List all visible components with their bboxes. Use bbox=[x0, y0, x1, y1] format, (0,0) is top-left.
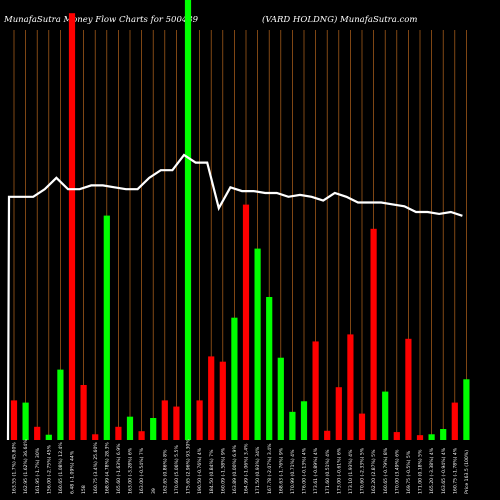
bar-label: 168.99 (4.78%) 28.3% bbox=[104, 442, 110, 494]
money-flow-bar bbox=[10, 400, 18, 440]
money-flow-bar bbox=[347, 334, 354, 440]
bar-label: 161.95 (-1.7%) 30% bbox=[35, 447, 41, 494]
money-flow-bar bbox=[126, 416, 134, 440]
bar-label: 170.60 (-2.33%) 5% bbox=[360, 447, 366, 494]
bar-label: 190.50 (-0.76%) 4% bbox=[197, 447, 203, 494]
bar-label: 173.61 (-0.89%) 4% bbox=[313, 447, 319, 494]
money-flow-bar bbox=[428, 434, 435, 440]
money-flow-bar bbox=[370, 228, 377, 440]
money-flow-bar bbox=[358, 413, 366, 440]
bar-label: 171.00 (0.18%) 5% bbox=[418, 449, 424, 494]
bar-label: 160.65 (-0.79%) 8% bbox=[383, 447, 389, 494]
bar-label: 165.60 (-1.63%) 6.9% bbox=[116, 443, 122, 494]
money-flow-bar bbox=[57, 369, 64, 440]
bar-label: 184.50 (0.84%) 7% bbox=[209, 449, 215, 494]
bar-label: 170.00 (3.49%) 6% bbox=[394, 449, 400, 494]
money-flow-bar bbox=[80, 385, 87, 440]
bars-group bbox=[10, 0, 470, 440]
bar-label: 39 bbox=[151, 488, 157, 494]
bar-label: 162.95 (1.62%) 36.64% bbox=[23, 439, 29, 494]
bar-label: 171.60 (0.51%) 4% bbox=[325, 449, 331, 494]
bar-label: 160.09 (-1.58%) 9% bbox=[220, 447, 226, 494]
money-flow-bar bbox=[416, 435, 424, 440]
bar-label: 158 bbox=[81, 485, 87, 494]
bar-label: 170.60 (5.06%) 5.5% bbox=[174, 445, 180, 494]
bar-label: 160.75 (-1.78%) 4% bbox=[452, 447, 458, 494]
bar-label: 162.20 (2.87%) 5% bbox=[371, 449, 377, 494]
bar-label: 163.00 (-3.28%) 6% bbox=[128, 447, 134, 494]
money-flow-bar bbox=[138, 431, 145, 440]
money-flow-bar bbox=[34, 426, 41, 440]
bar-label: 165.20 (-3.38%) 4% bbox=[429, 447, 435, 494]
bar-label: 171.50 (0.93%) 34% bbox=[255, 446, 261, 494]
money-flow-bar bbox=[324, 430, 331, 440]
money-flow-bar bbox=[45, 434, 52, 440]
bar-label: 173.10 (1.93%) 4% bbox=[348, 449, 354, 494]
bar-label: 162.65 (0.86%) 8% bbox=[162, 449, 168, 494]
money-flow-bar bbox=[196, 400, 203, 440]
money-flow-bar bbox=[382, 391, 389, 440]
bar-label: 6.48 (-1.09%) 44% bbox=[70, 450, 76, 494]
money-flow-bar bbox=[231, 317, 238, 440]
money-flow-bar bbox=[115, 426, 122, 440]
money-flow-bar bbox=[92, 434, 99, 440]
money-flow-bar bbox=[150, 418, 157, 440]
money-flow-bar bbox=[440, 429, 447, 440]
bar-label: 160.65 (1.08%) 12.4% bbox=[58, 442, 64, 494]
money-flow-bar bbox=[300, 401, 308, 440]
bar-label: 173.00 (-0.61%) 6% bbox=[336, 447, 342, 494]
bar-label: 168.63 (-1.76%) 9% bbox=[278, 447, 284, 494]
bar-label: 167.78 (-2.07%) 3.4% bbox=[267, 443, 273, 494]
money-flow-bar bbox=[173, 406, 180, 440]
bar-label: 175.65 (2.96%) 93.30% bbox=[186, 439, 192, 494]
bar-label: 163.89 (0.00%) 6.9% bbox=[232, 445, 238, 494]
money-flow-bar bbox=[393, 432, 400, 440]
bar-label: Price 163.5 (100%) bbox=[464, 450, 470, 494]
bar-labels-group: 163.55 (1.7%) 45.80% 162.95 (1.62%) 36.64… bbox=[12, 439, 470, 494]
money-flow-bar bbox=[68, 13, 76, 440]
money-flow-bar bbox=[312, 341, 319, 440]
bar-label: 170.99 (0.71%) 4% bbox=[290, 449, 296, 494]
bar-label: 164.99 (-1.06%) 3.4% bbox=[244, 443, 250, 494]
money-flow-bar bbox=[103, 215, 110, 440]
bar-label: 176.00 (-0.13%) 4% bbox=[302, 447, 308, 494]
money-flow-bar bbox=[463, 379, 470, 440]
money-flow-bar bbox=[22, 402, 29, 440]
money-flow-bar bbox=[184, 0, 192, 440]
bar-label: 169.75 (-0.5%) 5% bbox=[406, 450, 412, 494]
chart-title-left: MunafaSutra Money Flow Charts for 500439 bbox=[3, 15, 199, 25]
money-flow-bar bbox=[266, 297, 273, 440]
money-flow-bar bbox=[277, 357, 284, 440]
money-flow-bar bbox=[161, 400, 168, 440]
bar-label: 163.00 (-0.54%) 7% bbox=[139, 447, 145, 494]
bar-label: 156.00 (-2.75%) 45% bbox=[46, 444, 52, 494]
money-flow-bar bbox=[451, 402, 458, 440]
bar-label: 163.55 (1.7%) 45.80% bbox=[12, 442, 18, 494]
money-flow-bar bbox=[405, 338, 412, 440]
money-flow-bar bbox=[242, 204, 250, 440]
bar-label: 160.75 (3.4%) 25.60% bbox=[93, 442, 99, 494]
money-flow-bar bbox=[289, 411, 296, 440]
bar-label: 163.65 (-0.94%) 4% bbox=[441, 447, 447, 494]
money-flow-bar bbox=[208, 356, 215, 440]
money-flow-bar bbox=[335, 387, 342, 440]
money-flow-bar bbox=[254, 248, 261, 440]
money-flow-bar bbox=[219, 361, 226, 440]
chart-title-right: (VARD HOLDNG) MunafaSutra.com bbox=[262, 14, 417, 25]
price-line bbox=[6, 153, 463, 441]
